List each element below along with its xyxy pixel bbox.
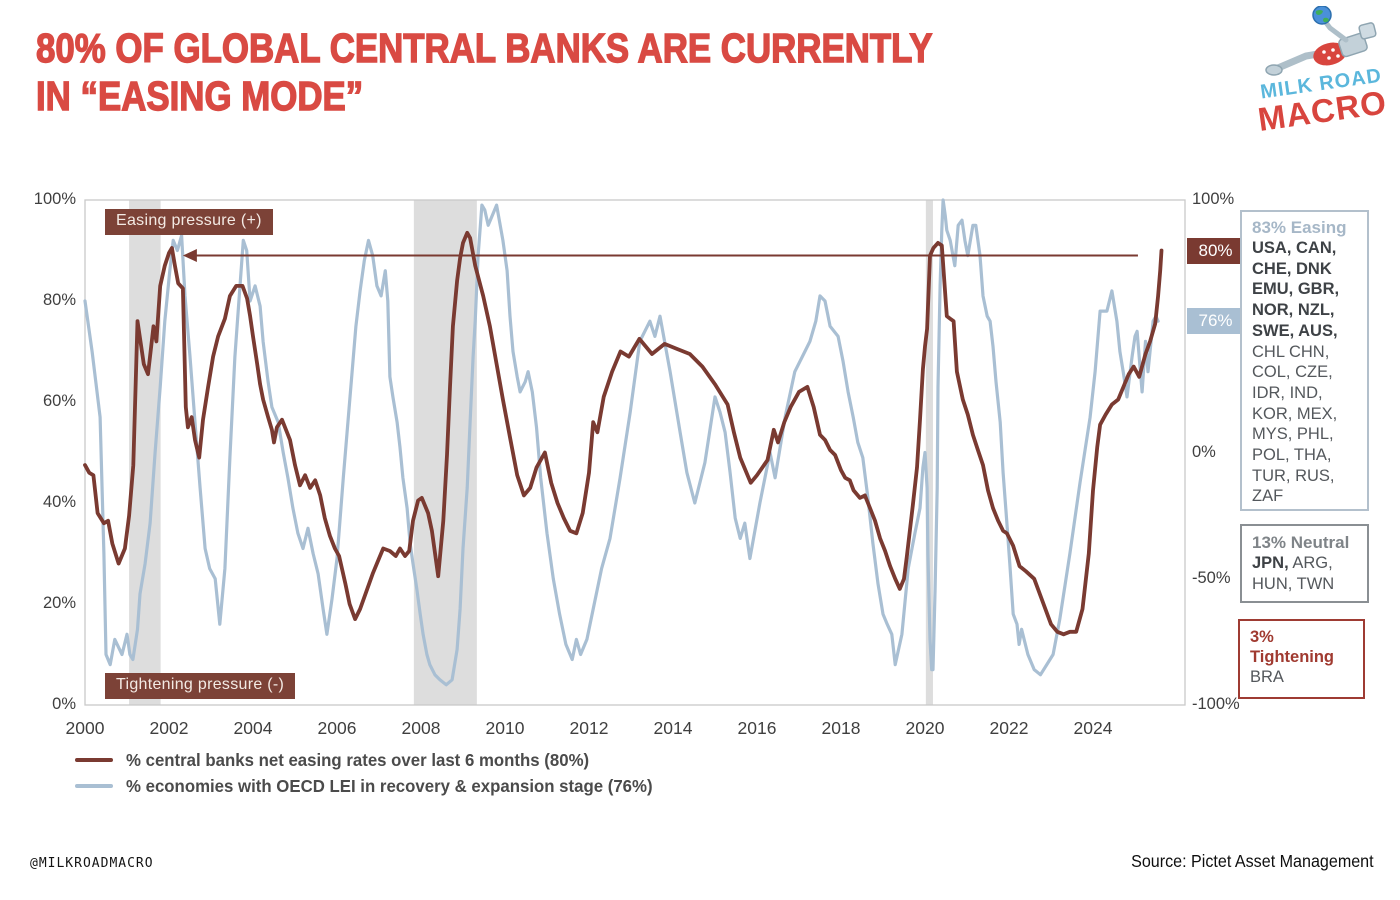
- reference-arrow-head: [182, 249, 197, 263]
- plot-border: [84, 199, 1186, 706]
- right-axis-tick: -50%: [1192, 568, 1231, 587]
- robot-icon: [1265, 17, 1377, 76]
- legend-item-central-banks: % central banks net easing rates over la…: [75, 747, 675, 773]
- easing-country-line: EMU, GBR,: [1252, 280, 1340, 299]
- title-line-1: 80% OF GLOBAL CENTRAL BANKS ARE CURRENTL…: [35, 24, 933, 71]
- easing-country-line: SWE, AUS,: [1252, 321, 1338, 340]
- social-handle: @MILKROADMACRO: [30, 856, 154, 871]
- legend: % central banks net easing rates over la…: [75, 747, 675, 799]
- easing-box-header: 83% Easing: [1252, 218, 1347, 237]
- tightening-country-line: BRA: [1250, 668, 1284, 686]
- x-axis-tick: 2010: [485, 718, 525, 738]
- recession-band: [925, 200, 933, 705]
- easing-country-list: USA, CAN, CHE, DNK EMU, GBR, NOR, NZL, SWE, …: [1252, 238, 1363, 507]
- left-axis-tick: 40%: [42, 493, 76, 511]
- easing-country-line: USA, CAN,: [1252, 239, 1337, 257]
- x-axis-tick: 2022: [989, 718, 1029, 738]
- easing-pressure-label: Easing pressure (+): [105, 209, 273, 235]
- left-axis-tick: 0%: [52, 695, 76, 713]
- x-axis-tick: 2018: [821, 718, 861, 738]
- milk-road-macro-logo: MILK ROAD MACRO: [1256, 5, 1396, 142]
- x-axis-tick: 2012: [569, 718, 609, 738]
- x-axis-tick: 2008: [401, 718, 441, 738]
- x-axis-tick: 2014: [653, 718, 693, 738]
- left-axis-tick: 60%: [42, 392, 76, 410]
- page-title: 80% OF GLOBAL CENTRAL BANKS ARE CURRENTL…: [35, 24, 933, 121]
- left-axis-tick: 20%: [42, 594, 76, 612]
- easing-country-line: CHL CHN,: [1252, 342, 1330, 361]
- legend-label: % economies with OECD LEI in recovery & …: [126, 775, 653, 796]
- oecd-lei-line: [83, 198, 1160, 687]
- blue-line-swatch: [75, 783, 113, 789]
- right-axis-tick: 100%: [1192, 190, 1235, 208]
- right-axis-tick: -100%: [1192, 695, 1240, 713]
- easing-country-line: TUR, RUS,: [1252, 466, 1335, 485]
- x-axis-tick: 2016: [737, 718, 777, 738]
- easing-country-line: CHE, DNK: [1252, 259, 1332, 278]
- title-line-2: IN “EASING MODE”: [35, 73, 364, 120]
- x-axis-tick: 2004: [233, 718, 273, 738]
- x-axis-tick: 2024: [1073, 718, 1113, 738]
- x-axis-tick: 2006: [317, 718, 357, 738]
- x-axis-tick: 2020: [905, 718, 945, 738]
- easing-countries-box: 83% Easing USA, CAN, CHE, DNK EMU, GBR, NOR…: [1240, 210, 1369, 511]
- easing-country-line: ZAF: [1252, 487, 1284, 506]
- tightening-pressure-label: Tightening pressure (-): [105, 673, 296, 699]
- easing-country-line: POL, THA,: [1252, 446, 1332, 465]
- x-axis-tick: 2002: [149, 718, 189, 738]
- net-easing-line: [83, 230, 1164, 637]
- neutral-country-line: JPN, ARG,: [1252, 554, 1333, 572]
- current-oecd-value-badge: 76%: [1187, 308, 1244, 335]
- source-credit: Source: Pictet Asset Management: [1131, 851, 1374, 871]
- left-axis-tick: 100%: [33, 190, 76, 208]
- neutral-countries-box: 13% Neutral JPN, ARG, HUN, TWN: [1240, 524, 1369, 603]
- globe-icon: [1312, 5, 1332, 25]
- easing-country-line: KOR, MEX,: [1252, 404, 1338, 423]
- neutral-country-line: HUN, TWN: [1252, 574, 1335, 593]
- red-line-swatch: [75, 757, 113, 763]
- right-axis-tick: 0%: [1192, 442, 1216, 461]
- easing-country-line: MYS, PHL,: [1252, 425, 1334, 444]
- tightening-box-header: 3% Tightening: [1250, 628, 1335, 666]
- neutral-box-header: 13% Neutral: [1252, 533, 1350, 552]
- tightening-countries-box: 3% Tightening BRA: [1238, 619, 1365, 699]
- logo-graphic: MILK ROAD MACRO: [1256, 5, 1389, 138]
- x-axis-tick: 2000: [65, 718, 105, 738]
- legend-label: % central banks net easing rates over la…: [126, 749, 590, 770]
- left-axis-tick: 80%: [42, 291, 76, 309]
- easing-country-line: IDR, IND,: [1252, 383, 1323, 402]
- current-easing-value-badge: 80%: [1187, 237, 1244, 264]
- easing-country-line: COL, CZE,: [1252, 363, 1333, 382]
- legend-item-oecd-lei: % economies with OECD LEI in recovery & …: [75, 773, 675, 799]
- easing-country-line: NOR, NZL,: [1252, 301, 1335, 320]
